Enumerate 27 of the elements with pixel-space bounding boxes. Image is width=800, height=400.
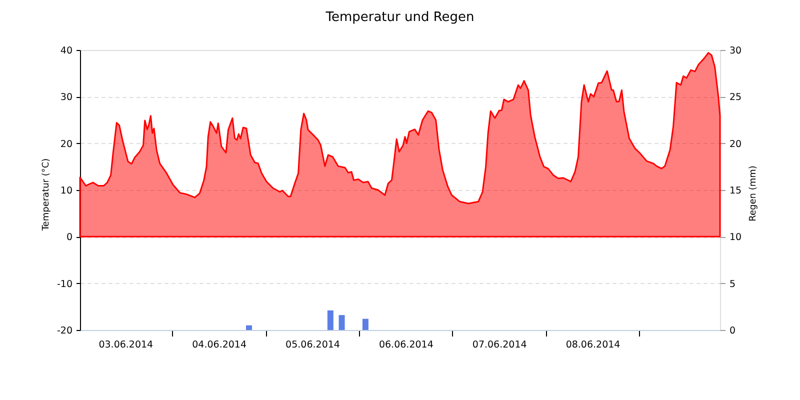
y2-axis-title: Regen (mm) [748, 166, 758, 222]
y-tick-label: 40 [60, 46, 72, 56]
x-tick-label: 06.06.2014 [378, 340, 434, 350]
bar [246, 325, 252, 330]
x-tick-label: 03.06.2014 [98, 340, 154, 350]
y-tick-label: 30 [60, 92, 72, 104]
y-axis-title: Temperatur (°C) [42, 158, 52, 232]
y-tick-label: -10 [56, 278, 72, 290]
y-tick-label: 10 [60, 186, 72, 196]
y-tick-label: -20 [56, 326, 72, 336]
x-tick-label: 05.06.2014 [286, 340, 340, 350]
y2-tick-label: 20 [730, 138, 742, 150]
y2-tick-label: 10 [730, 232, 742, 244]
x-tick-label: 07.06.2014 [472, 340, 527, 350]
x-tick-label: 04.06.2014 [192, 340, 247, 350]
y2-tick-label: 0 [730, 326, 736, 336]
bar [338, 315, 345, 330]
x-tick-label: 08.06.2014 [566, 340, 620, 350]
y-tick-label: 0 [66, 232, 72, 244]
y2-tick-label: 15 [730, 186, 742, 196]
y-tick-label: 20 [60, 138, 72, 150]
chart-title: Temperatur und Regen [324, 10, 474, 25]
bar [362, 318, 368, 330]
y2-tick-label: 30 [730, 46, 742, 56]
y2-tick-label: 25 [730, 92, 742, 104]
y2-tick-label: 5 [730, 278, 736, 290]
bar [327, 310, 334, 330]
